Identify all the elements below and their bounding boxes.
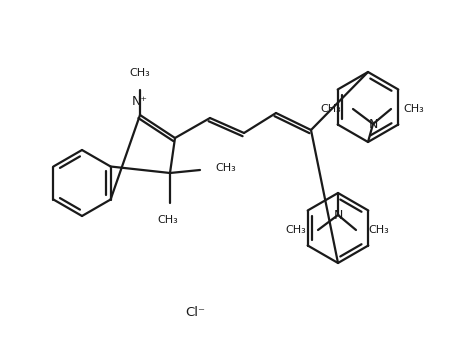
Text: Cl⁻: Cl⁻	[185, 305, 205, 319]
Text: CH₃: CH₃	[285, 225, 306, 235]
Text: CH₃: CH₃	[368, 225, 389, 235]
Text: CH₃: CH₃	[215, 163, 236, 173]
Text: N: N	[368, 118, 378, 130]
Text: CH₃: CH₃	[320, 104, 341, 114]
Text: CH₃: CH₃	[158, 215, 178, 225]
Text: N: N	[333, 209, 343, 221]
Text: N⁺: N⁺	[132, 95, 148, 108]
Text: CH₃: CH₃	[403, 104, 424, 114]
Text: CH₃: CH₃	[130, 68, 150, 78]
